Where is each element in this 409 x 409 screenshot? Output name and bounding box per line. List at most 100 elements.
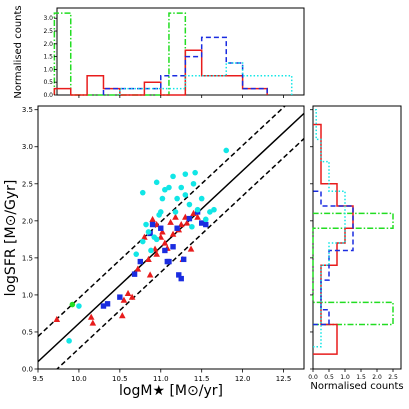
red-triangle-point <box>134 265 142 272</box>
cyan-circle-point <box>174 195 180 202</box>
top-y-tick-label: 1.0 <box>43 66 53 73</box>
y-tick-label: 3.0 <box>22 143 33 151</box>
cyan-circle-point <box>166 184 172 191</box>
red-triangle-point <box>169 230 177 237</box>
upper-line <box>38 106 287 337</box>
green-top-step <box>53 12 187 96</box>
top-y-axis-label: Normalised counts <box>13 5 24 98</box>
cyan-circle-point <box>192 169 198 176</box>
lower-line <box>55 138 304 369</box>
data-points <box>53 147 230 344</box>
top-y-ticks: 0.0 0.5 1.0 1.5 2.0 2.5 3.0 <box>43 15 57 99</box>
right-x-tick-label: 2.0 <box>372 374 382 381</box>
right-histogram-panel: 0.0 0.5 1.0 1.5 2.0 2.5 Normalised counts <box>308 105 404 392</box>
blue-square-point <box>162 247 168 254</box>
red-triangle-point <box>159 228 166 235</box>
blue-square-point <box>158 225 164 231</box>
cyan-circle-point <box>66 338 72 344</box>
red-triangle-point <box>161 239 169 246</box>
right-x-tick-label: 0.5 <box>324 374 334 381</box>
top-histogram-steps <box>53 12 293 96</box>
red-triangle-point <box>153 250 160 257</box>
red-triangle-point <box>87 313 95 320</box>
right-x-axis-label: Normalised counts <box>310 381 403 392</box>
cyan-circle-point <box>153 179 160 186</box>
red-triangle-point <box>187 245 195 252</box>
x-tick-label: 12.5 <box>276 375 292 383</box>
blue-square-point <box>174 225 180 231</box>
y-tick-label: 3.5 <box>22 106 33 114</box>
cyan-circle-point <box>148 247 154 254</box>
red-triangle-point <box>183 219 191 226</box>
y-tick-label: 1.0 <box>22 291 33 299</box>
cyan-circle-point <box>190 180 197 187</box>
right-histogram-steps <box>312 108 394 355</box>
main-scatter-panel: 9.5 10.0 10.5 11.0 11.5 12.0 12.5 0.0 0.5 1.0 1.5… <box>3 105 305 399</box>
blue-square-point <box>149 221 156 228</box>
red-triangle-point <box>167 218 174 225</box>
red-triangle-point <box>120 296 128 303</box>
top-x-ticks <box>78 95 284 98</box>
red-triangle-point <box>128 293 136 300</box>
red-top-step <box>53 49 268 96</box>
x-tick-label: 10.0 <box>71 375 87 383</box>
blue-square-point <box>198 220 205 226</box>
cyan-circle-point <box>207 209 213 215</box>
red-triangle-point <box>89 319 97 326</box>
blue-square-point <box>203 221 209 228</box>
blue-square-point <box>170 244 176 250</box>
top-y-tick-label: 3.0 <box>43 15 53 22</box>
cyan-circle-point <box>159 195 166 202</box>
blue-square-point <box>104 301 111 307</box>
cyan-circle-point <box>139 189 146 196</box>
cyan-circle-point <box>182 171 189 177</box>
cyan-circle-point <box>172 209 179 215</box>
right-x-tick-label: 1.0 <box>340 374 350 381</box>
cyan-circle-point <box>194 206 201 213</box>
red-triangle-point <box>119 312 126 319</box>
blue-square-point <box>117 294 123 300</box>
cyan-top-step <box>119 62 293 95</box>
cyan-circle-point <box>186 201 193 208</box>
right-x-tick-label: 2.5 <box>388 374 398 381</box>
blue-square-point <box>131 271 138 277</box>
cyan-circle-point <box>162 186 168 193</box>
cyan-circle-point <box>223 147 230 154</box>
right-x-ticks: 0.0 0.5 1.0 1.5 2.0 2.5 <box>308 369 398 381</box>
cyan-circle-point <box>153 236 160 243</box>
blue-right-step <box>313 190 354 326</box>
red-triangle-point <box>146 271 154 278</box>
x-tick-label: 9.5 <box>32 375 43 383</box>
cyan-circle-point <box>189 223 195 230</box>
main-plot-frame <box>37 105 305 370</box>
top-y-tick-label: 2.0 <box>43 41 53 48</box>
cyan-circle-point <box>139 238 146 245</box>
top-histogram-frame <box>56 7 305 96</box>
blue-square-point <box>176 272 182 278</box>
cyan-circle-point <box>145 229 152 235</box>
red-triangle-point <box>53 315 61 322</box>
red-triangle-point <box>141 233 148 240</box>
top-y-tick-label: 0.0 <box>43 92 53 99</box>
cyan-circle-point <box>76 303 82 309</box>
y-tick-label: 1.5 <box>22 254 33 262</box>
cyan-circle-point <box>182 192 189 198</box>
cyan-circle-point <box>143 221 149 228</box>
cyan-circle-point <box>170 173 176 180</box>
red-triangle-point <box>172 213 179 220</box>
blue-square-point <box>186 215 193 222</box>
red-triangle-point <box>194 213 201 220</box>
top-histogram-panel: 0.0 0.5 1.0 1.5 2.0 2.5 3.0 Normalised counts <box>13 5 305 99</box>
cyan-circle-point <box>211 206 217 213</box>
top-y-tick-label: 2.5 <box>43 28 53 35</box>
top-y-tick-label: 0.5 <box>43 79 53 86</box>
x-tick-label: 12.0 <box>235 375 251 383</box>
right-x-tick-label: 0.0 <box>308 374 318 381</box>
fit-line <box>38 112 304 363</box>
cyan-circle-point <box>198 195 205 202</box>
red-right-step <box>313 123 354 355</box>
main-x-axis-label: logM★ [M⊙/yr] <box>119 383 223 399</box>
y-tick-label: 0.5 <box>22 328 33 336</box>
green-right-step <box>312 212 394 326</box>
